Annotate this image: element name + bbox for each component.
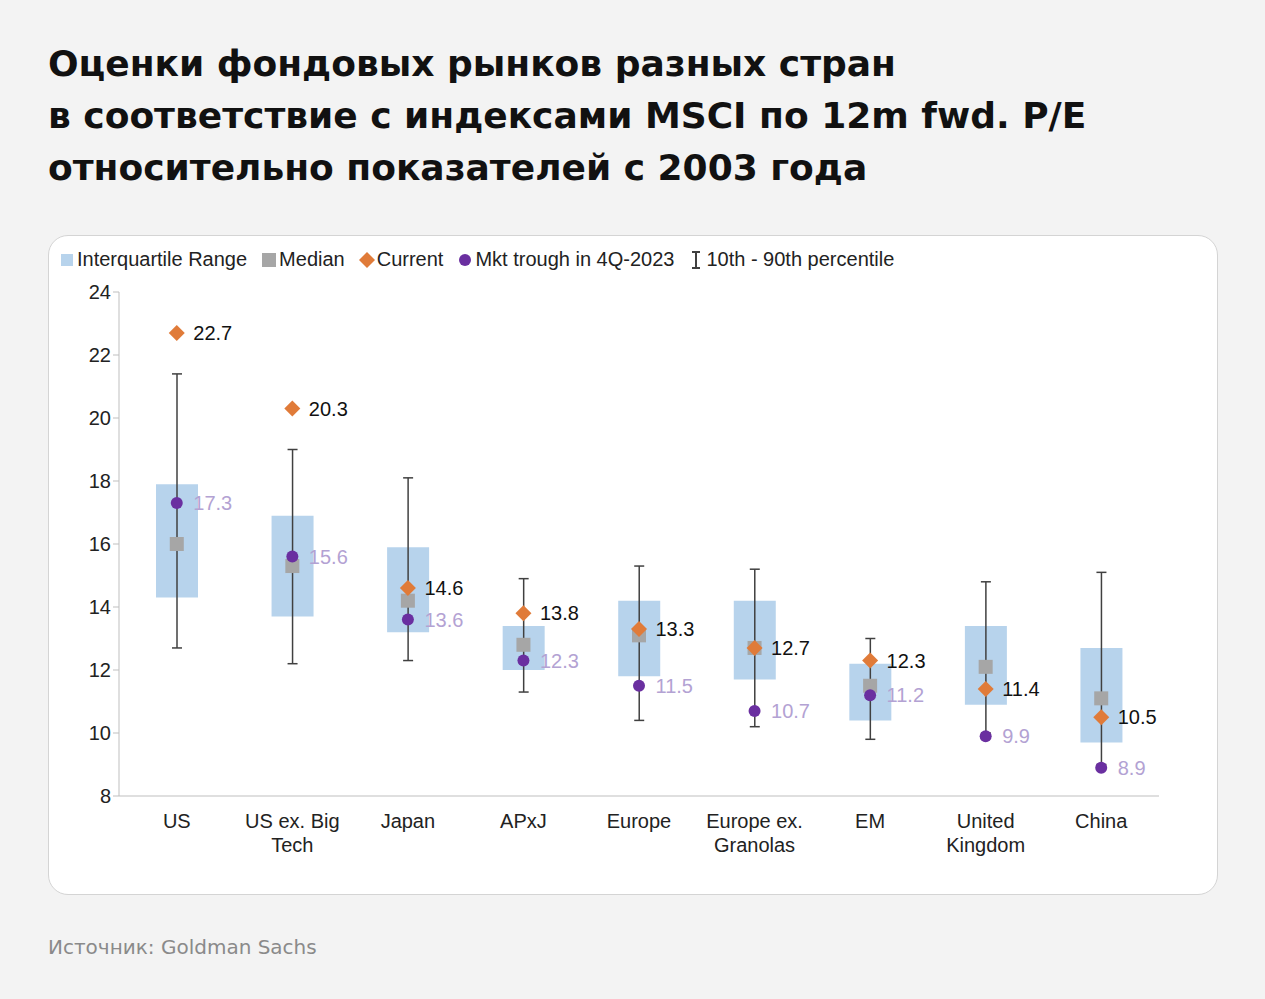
svg-text:16: 16 [89,533,111,555]
svg-text:APxJ: APxJ [500,810,547,832]
svg-text:Europe: Europe [607,810,672,832]
svg-text:24: 24 [89,281,111,303]
svg-text:14: 14 [89,596,111,618]
svg-text:11.4: 11.4 [1002,678,1039,700]
html-text:10th - 90th percentile: 10th - 90th percentile [706,248,895,270]
html-text:Median: Median [279,248,345,270]
svg-text:China: China [1075,810,1128,832]
svg-text:15.6: 15.6 [309,546,348,568]
svg-text:20: 20 [89,407,111,429]
html-text:Interquartile Range: Interquartile Range [77,248,248,270]
svg-text:22: 22 [89,344,111,366]
svg-text:12.7: 12.7 [771,637,810,659]
svg-text:UnitedKingdom: UnitedKingdom [946,810,1025,856]
svg-text:10.5: 10.5 [1118,706,1157,728]
svg-text:22.7: 22.7 [193,322,232,344]
html-text:Источник: Goldman Sachs: Источник: Goldman Sachs [48,935,317,959]
svg-text:20.3: 20.3 [309,398,348,420]
svg-text:12.3: 12.3 [887,650,926,672]
svg-text:17.3: 17.3 [193,492,232,514]
svg-text:US: US [163,810,191,832]
svg-text:13.8: 13.8 [540,602,579,624]
svg-text:11.2: 11.2 [887,684,924,706]
svg-text:10: 10 [89,722,111,744]
svg-text:12: 12 [89,659,111,681]
svg-text:14.6: 14.6 [424,577,463,599]
svg-text:Europe ex.Granolas: Europe ex.Granolas [706,810,803,856]
svg-text:10.7: 10.7 [771,700,810,722]
svg-text:9.9: 9.9 [1002,725,1030,747]
svg-text:13.6: 13.6 [424,609,463,631]
svg-text:Japan: Japan [381,810,436,832]
html-text:Current: Current [376,248,444,270]
html-text:Оценки фондовых рынков разных: Оценки фондовых рынков разных стран в со… [48,43,1087,188]
svg-text:8.9: 8.9 [1118,757,1146,779]
svg-text:11.5: 11.5 [656,675,693,697]
svg-text:12.3: 12.3 [540,650,579,672]
html-text:Mkt trough in 4Q-2023: Mkt trough in 4Q-2023 [475,248,675,270]
svg-text:US ex. BigTech: US ex. BigTech [245,810,339,856]
svg-text:18: 18 [89,470,111,492]
svg-text:EM: EM [855,810,885,832]
svg-text:13.3: 13.3 [656,618,695,640]
svg-text:8: 8 [100,785,111,807]
